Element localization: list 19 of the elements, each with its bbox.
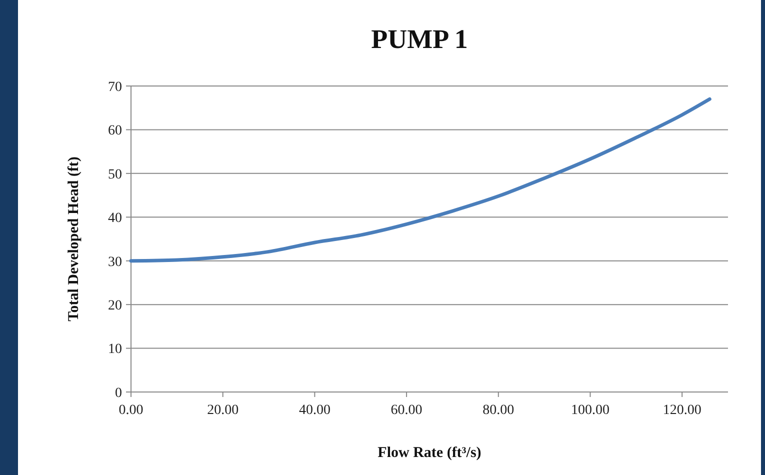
x-axis-title: Flow Rate (ft³/s) <box>378 445 482 461</box>
y-tick-label: 10 <box>108 342 122 358</box>
y-tick-label: 0 <box>115 386 122 401</box>
x-tick-label: 80.00 <box>482 403 514 418</box>
x-tick-label: 100.00 <box>570 403 610 418</box>
y-tick-label: 70 <box>108 80 122 95</box>
x-tick-label: 0.00 <box>118 403 144 418</box>
x-tick-label: 120.00 <box>662 403 702 418</box>
x-tick-label: 60.00 <box>390 403 422 418</box>
y-axis-title: Total Developed Head (ft) <box>66 156 82 322</box>
y-tick-label: 30 <box>108 254 122 270</box>
y-tick-label: 20 <box>108 298 122 314</box>
x-tick-label: 20.00 <box>207 403 239 418</box>
line-series <box>129 97 712 263</box>
x-tick-label: 40.00 <box>298 403 330 418</box>
y-tick-label: 50 <box>108 167 122 182</box>
chart-title: PUMP 1 <box>371 24 468 54</box>
y-tick-label: 60 <box>108 124 122 139</box>
y-tick-label: 40 <box>108 211 122 226</box>
